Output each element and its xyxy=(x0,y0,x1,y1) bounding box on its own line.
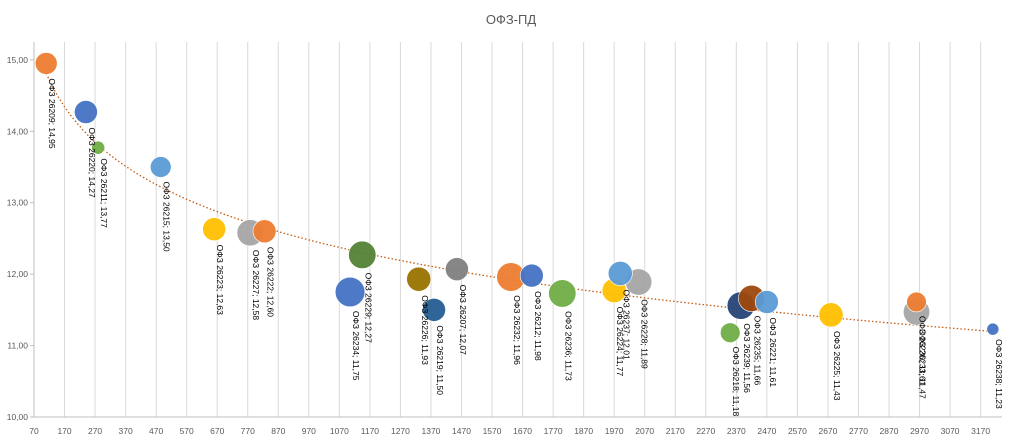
bubble-point xyxy=(755,290,779,314)
data-label: ОФЗ 26226; 11,93 xyxy=(420,295,430,365)
x-tick-label: 670 xyxy=(210,426,224,436)
x-axis-ticks: 70 170 270 370 470 570 670 770 870 970 1070 1170 127… xyxy=(29,426,990,436)
data-label: ОФЗ 26223; 12,63 xyxy=(215,245,225,315)
y-axis-ticks: 10,00 11,00 12,00 13,00 14,00 15,00 xyxy=(7,55,34,422)
data-label: ОФЗ 26215; 13,50 xyxy=(162,181,172,251)
x-tick-label: 1070 xyxy=(330,426,349,436)
data-label: ОФЗ 26209; 14,95 xyxy=(47,78,57,148)
x-tick-label: 2470 xyxy=(757,426,776,436)
x-tick-label: 1970 xyxy=(605,426,624,436)
x-tick-label: 470 xyxy=(149,426,163,436)
data-label: ОФЗ 26233; 11,47 xyxy=(917,329,927,399)
data-label: ОФЗ 26239; 11,56 xyxy=(742,323,752,393)
y-tick-label: 11,00 xyxy=(7,341,28,351)
y-tick-label: 10,00 xyxy=(7,412,29,422)
data-label: ОФЗ 26221; 11,61 xyxy=(768,318,778,388)
x-tick-label: 570 xyxy=(180,426,194,436)
x-tick-label: 1170 xyxy=(361,426,380,436)
x-tick-label: 2570 xyxy=(788,426,807,436)
bubble-point xyxy=(34,52,58,75)
bubble-point xyxy=(348,240,377,269)
bubble-point xyxy=(519,263,544,288)
data-label: ОФЗ 26232; 11,96 xyxy=(512,295,522,365)
x-tick-label: 770 xyxy=(241,426,255,436)
data-label: ОФЗ 26229; 12,27 xyxy=(363,273,373,343)
data-points xyxy=(34,52,1000,343)
data-label: ОФЗ 26218; 11,18 xyxy=(731,347,741,417)
bubble-point xyxy=(422,298,446,322)
x-tick-label: 2770 xyxy=(849,426,868,436)
data-label: ОФЗ 26227; 12,58 xyxy=(251,250,261,320)
data-label: ОФЗ 26235; 11,66 xyxy=(753,316,763,386)
axes xyxy=(33,42,1002,418)
data-label: ОФЗ 26207; 12,07 xyxy=(458,285,468,355)
x-tick-label: 70 xyxy=(29,426,39,436)
data-label: ОФЗ 26220; 14,27 xyxy=(87,128,97,198)
x-tick-label: 1770 xyxy=(544,426,563,436)
data-label: ОФЗ 26230; 11,61 xyxy=(917,316,927,386)
bubble-point xyxy=(202,217,227,241)
x-tick-label: 1670 xyxy=(513,426,532,436)
data-label: ОФЗ 26222; 12,60 xyxy=(266,247,276,317)
grid-lines xyxy=(33,42,982,417)
data-label: ОФЗ 26236; 11,73 xyxy=(563,311,573,381)
data-label: ОФЗ 26219; 11,50 xyxy=(435,325,445,395)
bubble-point xyxy=(906,291,927,313)
x-tick-label: 2270 xyxy=(696,426,715,436)
x-tick-label: 870 xyxy=(271,426,285,436)
bubble-point xyxy=(607,261,633,286)
bubble-point xyxy=(818,302,844,328)
data-label: ОФЗ 26212; 11,98 xyxy=(533,291,543,361)
bubble-point xyxy=(149,156,172,178)
x-tick-label: 2170 xyxy=(666,426,685,436)
x-tick-label: 1370 xyxy=(422,426,441,436)
y-tick-label: 13,00 xyxy=(7,198,29,208)
data-label: ОФЗ 26224; 11,77 xyxy=(615,307,625,377)
bubble-point xyxy=(445,257,469,281)
bubble-point xyxy=(406,266,432,292)
data-label: ОФЗ 26234; 11,75 xyxy=(351,311,361,381)
x-tick-label: 3070 xyxy=(941,426,960,436)
data-label: ОФЗ 26228; 11,89 xyxy=(640,299,650,369)
x-tick-label: 3170 xyxy=(971,426,990,436)
bubble-point xyxy=(548,279,577,308)
x-tick-label: 1570 xyxy=(483,426,502,436)
data-label: ОФЗ 26238; 11,23 xyxy=(994,339,1004,409)
bubble-point xyxy=(334,276,366,308)
x-tick-label: 2670 xyxy=(818,426,837,436)
x-tick-label: 970 xyxy=(302,426,316,436)
x-tick-label: 370 xyxy=(119,426,133,436)
data-label: ОФЗ 26225; 11,43 xyxy=(832,331,842,401)
bubble-point xyxy=(986,322,1000,336)
bubble-point xyxy=(252,219,277,244)
x-tick-label: 1270 xyxy=(391,426,410,436)
bubble-point xyxy=(74,100,98,124)
x-tick-label: 2070 xyxy=(635,426,654,436)
y-tick-label: 12,00 xyxy=(7,269,29,279)
chart-title: ОФЗ-ПД xyxy=(486,12,537,27)
data-label: ОФЗ 26211; 13,77 xyxy=(99,158,109,228)
x-tick-label: 270 xyxy=(88,426,102,436)
bubble-point xyxy=(720,322,741,343)
x-tick-label: 2970 xyxy=(910,426,929,436)
bubble-point xyxy=(91,140,106,155)
y-tick-label: 14,00 xyxy=(7,126,29,136)
x-tick-label: 1870 xyxy=(574,426,593,436)
x-tick-label: 2370 xyxy=(727,426,746,436)
data-label: ОФЗ 26237; 12,01 xyxy=(621,290,631,360)
x-tick-label: 2870 xyxy=(880,426,899,436)
y-tick-label: 15,00 xyxy=(7,55,29,65)
x-tick-label: 1470 xyxy=(452,426,471,436)
x-tick-label: 170 xyxy=(57,426,71,436)
